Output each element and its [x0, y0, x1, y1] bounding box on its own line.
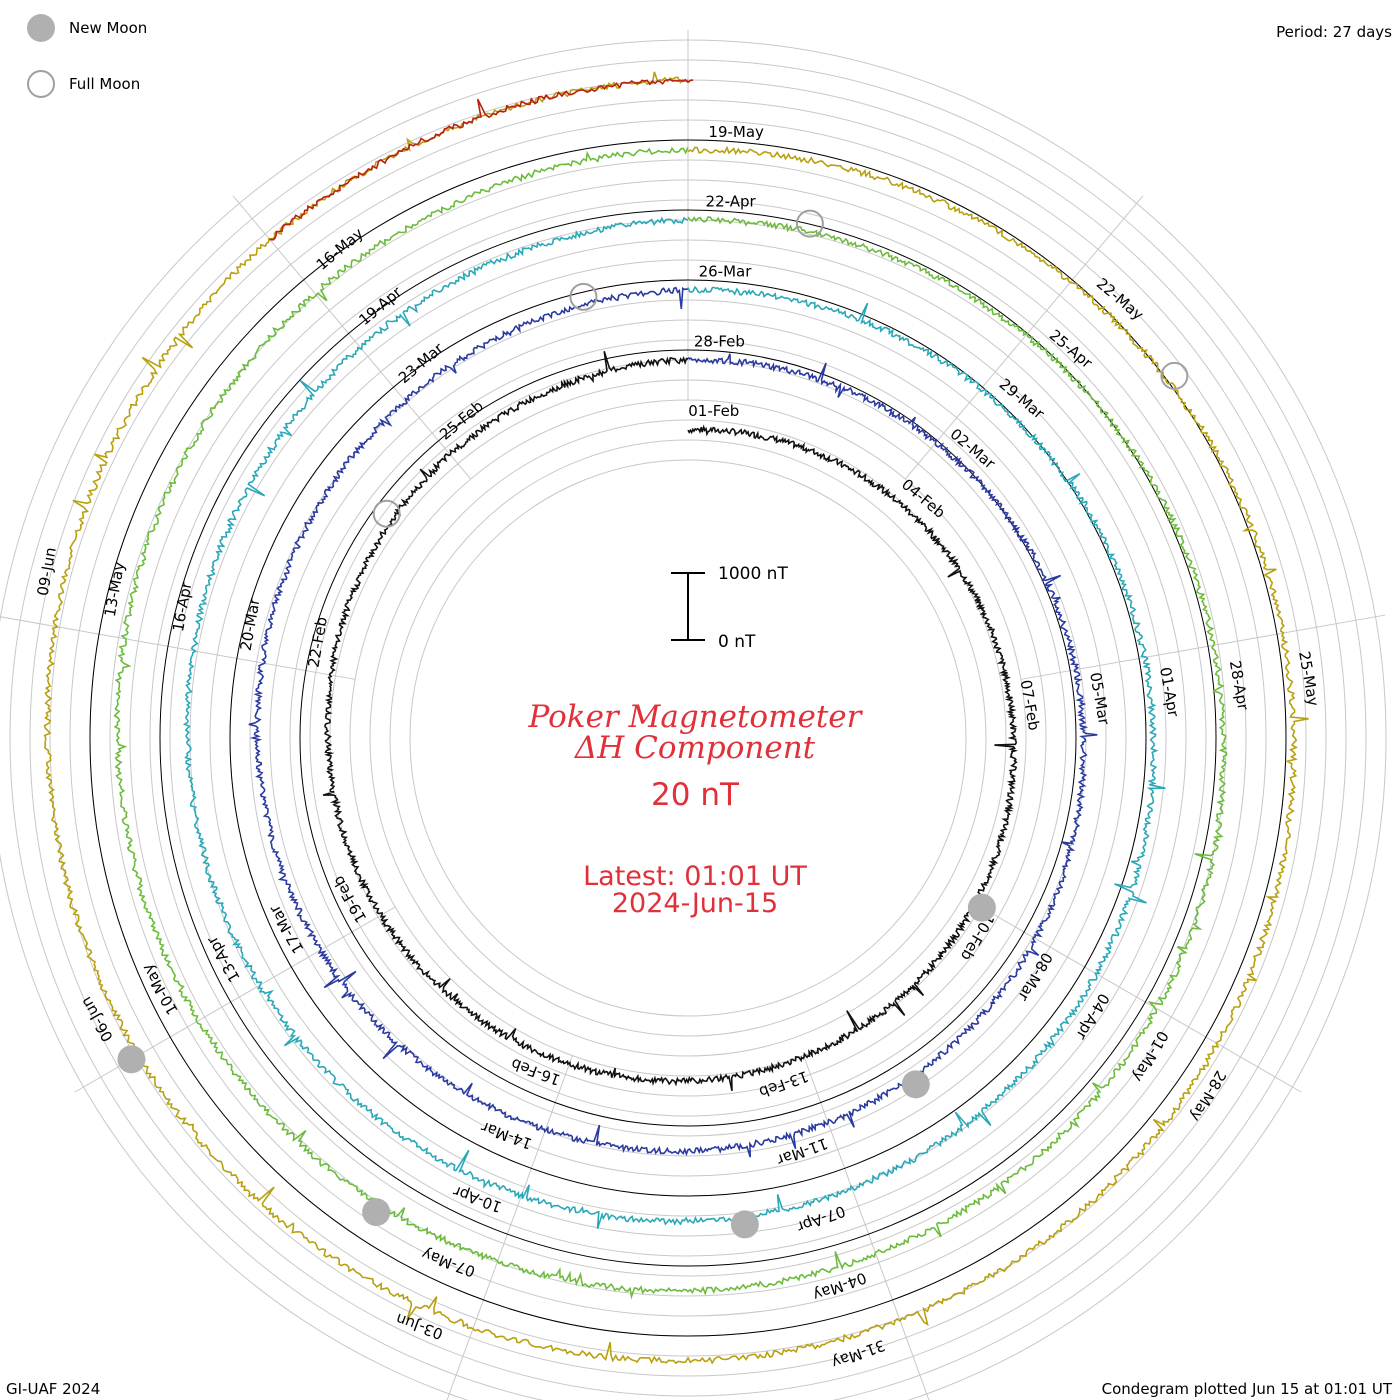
chart-series: [43, 71, 1309, 1365]
new-moon-marker: [730, 1210, 759, 1239]
full-moon-marker: [372, 499, 401, 528]
series-line-19-May: [43, 71, 1309, 1365]
date-label: 29-Mar: [996, 375, 1049, 423]
grid-spoke: [0, 616, 356, 680]
date-label: 22-Apr: [706, 193, 757, 211]
grid-spoke: [446, 1055, 573, 1400]
date-label: 25-May: [1295, 650, 1322, 708]
full-moon-marker: [569, 282, 598, 311]
date-label: 31-May: [829, 1336, 887, 1372]
full-moon-marker: [1160, 361, 1189, 390]
legend-full-moon: Full Moon: [27, 70, 140, 98]
new-moon-marker: [117, 1045, 146, 1074]
date-label: 16-Apr: [169, 580, 196, 633]
chart-title-line2: ΔH Component: [574, 730, 816, 766]
chart-moon-markers: [117, 209, 1189, 1239]
grid-ring: [369, 419, 1007, 1057]
full-moon-marker: [795, 209, 824, 238]
new-moon-marker: [901, 1070, 930, 1099]
new-moon-marker: [967, 893, 996, 922]
legend-full-moon-label: Full Moon: [69, 75, 141, 93]
latest-time: Latest: 01:01 UT: [583, 861, 807, 892]
baseline-ring: [159, 209, 1217, 1267]
date-label: 07-May: [419, 1245, 477, 1281]
footer-plotted: Condegram plotted Jun 15 at 01:01 UT: [1101, 1380, 1392, 1398]
baseline-ring: [89, 139, 1287, 1337]
new-moon-icon: [27, 14, 55, 42]
date-label: 07-Feb: [1017, 678, 1044, 731]
chart-range: 20 nT: [651, 777, 739, 813]
date-label: 25-Feb: [436, 397, 487, 444]
grid-ring: [409, 459, 967, 1017]
grid-spoke: [803, 1055, 930, 1400]
date-label: 19-Apr: [355, 283, 406, 330]
series-line-01-Feb: [322, 351, 1019, 1091]
new-moon-marker: [362, 1198, 391, 1227]
chart-title-line1: Poker Magnetometer: [528, 699, 862, 735]
legend-new-moon: New Moon: [27, 14, 147, 42]
scale-bottom-label: 0 nT: [718, 632, 756, 652]
grid-ring: [389, 439, 987, 1037]
full-moon-icon: [27, 70, 55, 98]
date-label: 26-Mar: [699, 262, 753, 280]
date-label: 28-Feb: [694, 332, 745, 350]
series-line-26-Mar: [182, 216, 1166, 1230]
grid-spoke: [1020, 614, 1386, 680]
legend-new-moon-label: New Moon: [69, 19, 148, 37]
date-label: 16-May: [313, 224, 367, 274]
series-line-28-Feb: [248, 286, 1098, 1158]
grid-spoke: [904, 195, 1144, 480]
baseline-ring: [229, 279, 1147, 1197]
date-label: 11-Mar: [774, 1134, 831, 1169]
date-label: 28-Apr: [1226, 659, 1253, 712]
date-label: 22-May: [1093, 274, 1147, 324]
date-label: 04-Apr: [1072, 990, 1113, 1043]
grid-spoke: [232, 195, 472, 480]
date-label: 04-Feb: [898, 475, 949, 522]
footer-credit: GI-UAF 2024: [6, 1380, 101, 1398]
date-label: 01-Feb: [688, 402, 739, 420]
period-label: Period: 27 days: [1276, 23, 1392, 41]
date-label: 05-Mar: [1086, 671, 1113, 727]
scale-bar: 1000 nT 0 nT: [671, 564, 788, 652]
date-label: 20-Mar: [237, 596, 264, 652]
date-label: 23-Mar: [395, 339, 448, 387]
baseline-ring: [299, 349, 1077, 1127]
latest-date: 2024-Jun-15: [611, 888, 779, 919]
date-label: 19-May: [708, 123, 764, 141]
date-label: 09-Jun: [34, 546, 60, 597]
date-label: 22-Feb: [304, 615, 331, 668]
scale-top-label: 1000 nT: [718, 564, 788, 584]
date-label: 28-May: [1186, 1067, 1229, 1124]
series-line-22-Apr: [113, 146, 1228, 1300]
date-label: 01-Apr: [1156, 666, 1183, 719]
series-line-12-Jun: [269, 78, 694, 241]
date-label: 04-May: [810, 1269, 868, 1305]
